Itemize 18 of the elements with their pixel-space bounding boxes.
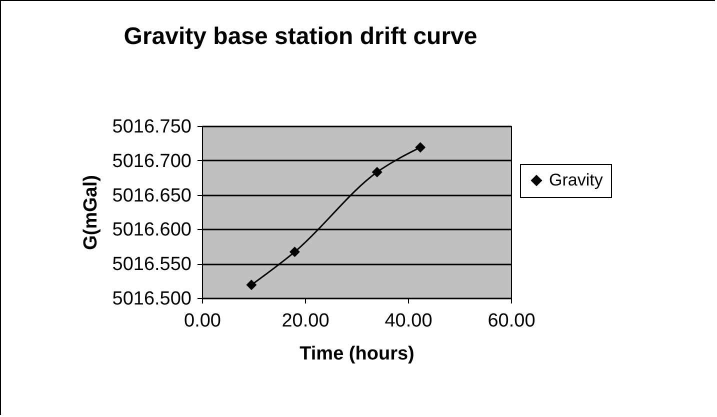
point <box>415 142 426 153</box>
point <box>246 280 257 290</box>
y-tick-label: 5016.700 <box>112 150 192 172</box>
y-tick-label: 5016.650 <box>112 185 192 206</box>
y-tick-label: 5016.600 <box>112 220 192 241</box>
y-axis-title: G(mGal) <box>80 175 102 250</box>
point <box>372 166 382 178</box>
y-tick-label: 5016.750 <box>112 116 192 138</box>
y-tick-label: 5016.500 <box>112 288 192 310</box>
x-tick-label: 40.00 <box>384 310 432 332</box>
chart-title: Gravity base station drift curve <box>124 23 478 50</box>
x-tick-label: 0.00 <box>184 310 221 332</box>
x-tick-label: 60.00 <box>488 310 536 332</box>
x-tick-label: 20.00 <box>282 310 330 332</box>
x-axis-title: Time (hours) <box>300 344 414 364</box>
point <box>289 246 300 258</box>
legend-label: Gravity <box>549 170 604 190</box>
y-tick-label: 5016.550 <box>112 254 192 276</box>
